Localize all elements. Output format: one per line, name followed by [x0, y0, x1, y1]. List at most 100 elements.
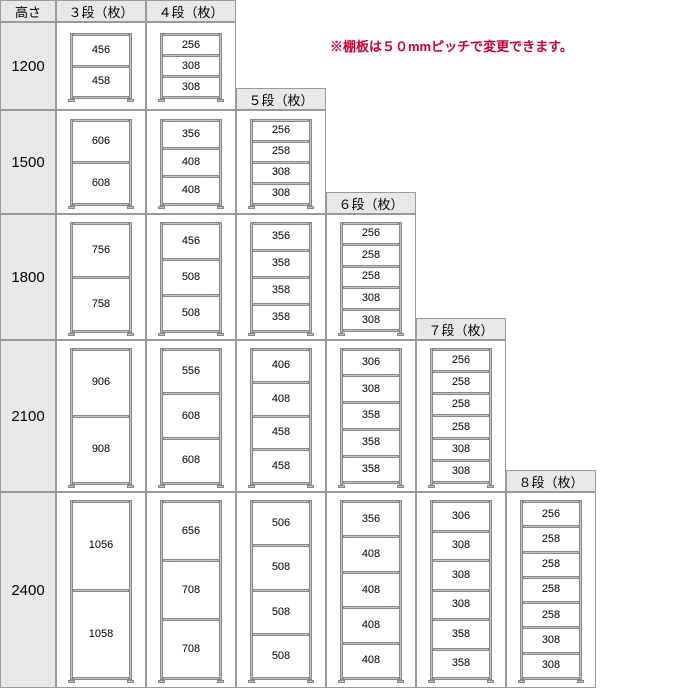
shelf-gap-label: 308: [433, 462, 489, 481]
cell-1500-5: 256258308308: [236, 110, 326, 214]
shelf-gap-label: 308: [163, 78, 219, 96]
shelf-plate: [433, 481, 489, 484]
shelf-gap-label: 908: [73, 418, 129, 482]
shelf-gap-label: 508: [253, 636, 309, 677]
shelf-plate: [343, 677, 399, 680]
shelf-gap-label: 256: [523, 503, 579, 525]
shelf-diagram: 406408458458: [250, 348, 312, 485]
height-label-1500: 1500: [0, 110, 56, 214]
shelf-gap-label: 408: [343, 574, 399, 606]
header-col-5: ５段（枚）: [236, 88, 326, 110]
shelf-diagram: 606608: [70, 119, 132, 206]
shelf-diagram: 456458: [70, 33, 132, 99]
shelf-gap-label: 358: [343, 458, 399, 482]
header-col-7: ７段（枚）: [416, 318, 506, 340]
shelf-gap-label: 606: [73, 122, 129, 161]
shelf-gap-label: 356: [343, 503, 399, 535]
height-label-1800: 1800: [0, 214, 56, 340]
shelf-gap-label: 258: [523, 604, 579, 626]
shelf-gap-label: 358: [253, 252, 309, 276]
cell-2100-3: 906908: [56, 340, 146, 492]
cell-1500-3: 606608: [56, 110, 146, 214]
cell-2400-4: 656708708: [146, 492, 236, 688]
height-label-2100: 2100: [0, 340, 56, 492]
shelf-gap-label: 258: [343, 246, 399, 265]
cell-2400-6: 356408408408408: [326, 492, 416, 688]
shelf-gap-label: 656: [163, 503, 219, 559]
shelf-gap-label: 408: [343, 538, 399, 570]
shelf-plate: [73, 482, 129, 485]
shelf-plate: [253, 677, 309, 680]
shelf-gap-label: 356: [163, 122, 219, 147]
height-label-1200: 1200: [0, 22, 56, 110]
shelf-diagram: 456508508: [160, 222, 222, 333]
shelf-plate: [433, 677, 489, 680]
header-col-6: ６段（枚）: [326, 192, 416, 214]
shelf-gap-label: 506: [253, 503, 309, 544]
cell-2100-4: 556608608: [146, 340, 236, 492]
shelf-plate: [73, 677, 129, 680]
shelf-gap-label: 308: [253, 185, 309, 203]
shelf-diagram: 756758: [70, 222, 132, 333]
header-col-8: ８段（枚）: [506, 470, 596, 492]
shelf-gap-label: 758: [73, 279, 129, 330]
shelf-gap-label: 708: [163, 562, 219, 618]
cell-1800-3: 756758: [56, 214, 146, 340]
shelf-gap-label: 756: [73, 225, 129, 276]
shelf-diagram: 256258258308308: [340, 222, 402, 333]
cell-2100-6: 306308358358358: [326, 340, 416, 492]
cell-2100-5: 406408458458: [236, 340, 326, 492]
cell-2400-3: 10561058: [56, 492, 146, 688]
shelf-gap-label: 258: [433, 373, 489, 392]
shelf-gap-label: 408: [343, 609, 399, 641]
shelf-diagram: 556608608: [160, 348, 222, 485]
shelf-gap-label: 556: [163, 351, 219, 393]
shelf-diagram: 356408408408408: [340, 500, 402, 680]
shelf-gap-label: 306: [433, 503, 489, 530]
shelf-gap-label: 306: [343, 351, 399, 375]
header-col-4: ４段（枚）: [146, 0, 236, 22]
shelf-gap-label: 308: [343, 377, 399, 401]
shelf-gap-label: 358: [343, 431, 399, 455]
shelf-gap-label: 356: [253, 225, 309, 249]
cell-1800-6: 256258258308308: [326, 214, 416, 340]
shelf-gap-label: 608: [163, 395, 219, 437]
shelf-gap-label: 358: [253, 279, 309, 303]
shelf-gap-label: 408: [253, 384, 309, 415]
shelf-gap-label: 358: [433, 621, 489, 648]
shelf-plate: [523, 677, 579, 680]
shelf-diagram: 10561058: [70, 500, 132, 680]
shelf-gap-label: 308: [433, 440, 489, 459]
shelf-gap-label: 256: [343, 225, 399, 244]
shelf-plate: [73, 330, 129, 333]
header-col-3: ３段（枚）: [56, 0, 146, 22]
shelf-gap-label: 308: [343, 311, 399, 330]
shelf-gap-label: 458: [73, 68, 129, 97]
shelf-plate: [253, 330, 309, 333]
shelf-plate: [163, 203, 219, 206]
shelf-diagram: 256308308: [160, 33, 222, 99]
shelf-gap-label: 906: [73, 351, 129, 415]
shelf-gap-label: 508: [253, 547, 309, 588]
shelf-diagram: 356358358358: [250, 222, 312, 333]
cell-1800-4: 456508508: [146, 214, 236, 340]
cell-2400-8: 256258258258258308308: [506, 492, 596, 688]
cell-2400-5: 506508508508: [236, 492, 326, 688]
shelf-gap-label: 308: [253, 164, 309, 182]
shelf-gap-label: 458: [253, 418, 309, 449]
cell-1500-4: 356408408: [146, 110, 236, 214]
shelf-gap-label: 308: [433, 562, 489, 589]
shelf-gap-label: 308: [523, 629, 579, 651]
shelf-gap-label: 308: [343, 289, 399, 308]
cell-1200-3: 456458: [56, 22, 146, 110]
shelf-gap-label: 406: [253, 351, 309, 382]
shelf-gap-label: 458: [253, 451, 309, 482]
shelf-gap-label: 308: [433, 533, 489, 560]
shelf-gap-label: 258: [433, 395, 489, 414]
shelf-gap-label: 258: [433, 417, 489, 436]
shelf-gap-label: 258: [523, 579, 579, 601]
cell-1200-4: 256308308: [146, 22, 236, 110]
shelf-gap-label: 258: [523, 554, 579, 576]
shelf-plate: [253, 482, 309, 485]
shelf-gap-label: 508: [253, 592, 309, 633]
